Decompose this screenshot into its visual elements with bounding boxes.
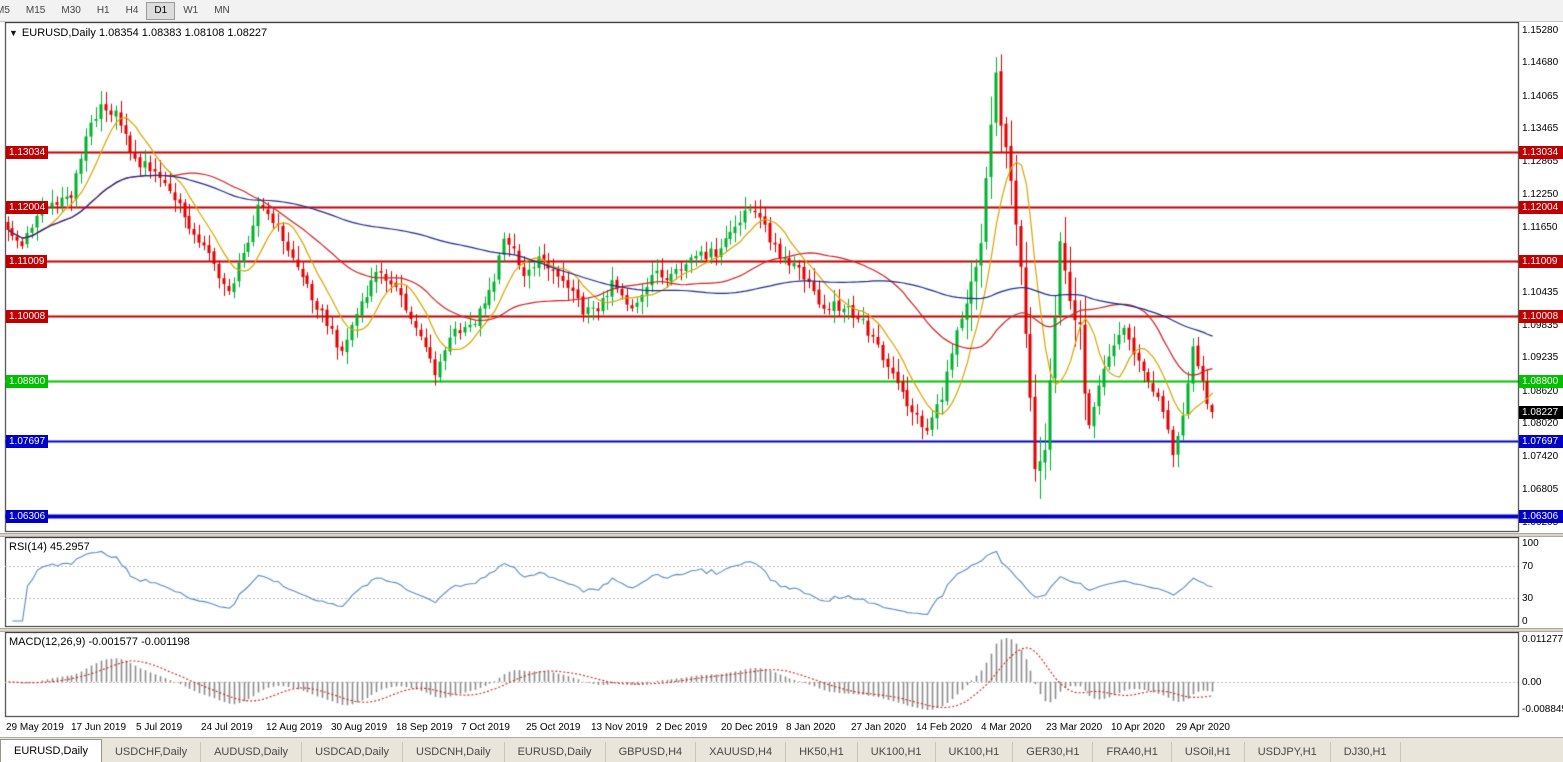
chart-tab-UK100-H1[interactable]: UK100,H1 <box>936 742 1014 762</box>
price-tick: 1.12250 <box>1522 189 1559 201</box>
price-line-badge: 1.10008 <box>6 310 49 323</box>
price-tick: 1.13465 <box>1522 123 1559 135</box>
macd-panel: MACD(12,26,9) -0.001577 -0.001198 0.0112… <box>0 632 1563 718</box>
date-label: 10 Apr 2020 <box>1111 722 1165 733</box>
date-label: 27 Jan 2020 <box>851 722 907 733</box>
date-label: 17 Jun 2019 <box>71 722 127 733</box>
price-line-badge: 1.11009 <box>1519 255 1563 268</box>
rsi-tick: 100 <box>1522 538 1539 549</box>
chart-tab-GER30-H1[interactable]: GER30,H1 <box>1013 742 1094 762</box>
chart-tab-DJ30-H1[interactable]: DJ30,H1 <box>1331 742 1401 762</box>
price-line-badge: 1.08800 <box>6 375 49 388</box>
date-label: 7 Oct 2019 <box>461 722 510 733</box>
rsi-label: RSI(14) 45.2957 <box>9 541 90 553</box>
date-label: 29 May 2019 <box>6 722 64 733</box>
chart-tab-HK50-H1[interactable]: HK50,H1 <box>786 742 858 762</box>
price-line-badge: 1.08800 <box>1519 375 1563 388</box>
date-label: 8 Jan 2020 <box>786 722 836 733</box>
timeframe-button-M15[interactable]: M15 <box>25 4 46 16</box>
date-label: 18 Sep 2019 <box>396 722 453 733</box>
rsi-tick: 70 <box>1522 561 1534 573</box>
chart-tab-USDCNH-Daily[interactable]: USDCNH,Daily <box>403 742 505 762</box>
macd-tick: 0.00 <box>1522 676 1542 688</box>
price-line-badge: 1.11009 <box>6 255 48 268</box>
timeframe-toolbar: M5 M15 M30 H1 H4 D1 W1 MN <box>0 0 1563 22</box>
rsi-panel: RSI(14) 45.2957 100 70 30 0 <box>0 537 1563 628</box>
symbol-dropdown-icon[interactable]: ▼ <box>9 28 18 38</box>
rsi-tick: 30 <box>1522 592 1534 604</box>
price-line-badge: 1.07697 <box>1519 435 1563 448</box>
macd-tick: -0.008845 <box>1522 704 1563 715</box>
time-axis[interactable]: 29 May 2019 17 Jun 2019 5 Jul 2019 24 Jul 2… <box>0 718 1563 737</box>
price-line-badge: 1.12004 <box>6 201 49 214</box>
price-tick: 1.14680 <box>1522 57 1559 69</box>
timeframe-buttons: M5 M15 M30 H1 H4 D1 W1 MN <box>0 1 238 20</box>
price-tick: 1.14065 <box>1522 90 1559 102</box>
price-tick: 1.15280 <box>1522 24 1559 36</box>
price-line-badge: 1.10008 <box>1519 310 1563 323</box>
price-line-badge: 1.12004 <box>1519 201 1563 214</box>
date-label: 2 Dec 2019 <box>656 722 708 733</box>
price-tick: 1.10435 <box>1522 287 1559 299</box>
price-tick: 1.09235 <box>1522 352 1559 364</box>
price-tick: 1.12865 <box>1522 155 1559 167</box>
chart-tab-UK100-H1[interactable]: UK100,H1 <box>858 742 936 762</box>
chart-tab-XAUUSD-H4[interactable]: XAUUSD,H4 <box>696 742 787 762</box>
date-label: 23 Mar 2020 <box>1046 722 1103 733</box>
date-label: 20 Dec 2019 <box>721 722 778 733</box>
chart-tab-USOil-H1[interactable]: USOil,H1 <box>1172 742 1245 762</box>
price-chart-canvas[interactable] <box>0 22 1563 533</box>
price-tick: 1.08620 <box>1522 385 1559 397</box>
timeframe-button-W1[interactable]: W1 <box>183 4 199 16</box>
timeframe-button-D1[interactable]: D1 <box>146 1 176 20</box>
price-tick: 1.08020 <box>1522 418 1559 430</box>
timeframe-button-MN[interactable]: MN <box>214 4 230 16</box>
macd-tick: 0.011277 <box>1522 634 1563 645</box>
price-line-badge: 1.07697 <box>6 435 49 448</box>
chart-tab-GBPUSD-H4[interactable]: GBPUSD,H4 <box>606 742 697 762</box>
chart-title: ▼ EURUSD,Daily 1.08354 1.08383 1.08108 1.… <box>9 27 267 39</box>
price-tick: 1.11650 <box>1522 221 1558 233</box>
rsi-chart-canvas[interactable] <box>0 537 1563 628</box>
date-label: 24 Jul 2019 <box>201 722 253 733</box>
date-label: 13 Nov 2019 <box>591 722 648 733</box>
timeframe-button-H1[interactable]: H1 <box>96 4 110 16</box>
chart-tab-EURUSD-Daily[interactable]: EURUSD,Daily <box>505 742 606 762</box>
chart-tab-AUDUSD-Daily[interactable]: AUDUSD,Daily <box>201 742 303 762</box>
date-label: 12 Aug 2019 <box>266 722 323 733</box>
price-line-badge: 1.06306 <box>6 510 49 523</box>
price-line-badge: 1.13034 <box>6 146 49 159</box>
chart-tab-USDCAD-Daily[interactable]: USDCAD,Daily <box>302 742 404 762</box>
date-label: 4 Mar 2020 <box>981 722 1032 733</box>
chart-tab-FRA40-H1[interactable]: FRA40,H1 <box>1093 742 1172 762</box>
timeframe-button-M5[interactable]: M5 <box>0 4 10 16</box>
current-price-badge: 1.08227 <box>1519 406 1563 419</box>
date-label: 30 Aug 2019 <box>331 722 388 733</box>
main-chart-panel: ▼ EURUSD,Daily 1.08354 1.08383 1.08108 1.… <box>0 22 1563 533</box>
price-tick: 1.09835 <box>1522 319 1559 331</box>
price-tick: 1.07420 <box>1522 450 1559 462</box>
date-label: 5 Jul 2019 <box>136 722 183 733</box>
chart-symbol: EURUSD,Daily <box>21 27 96 39</box>
rsi-tick: 0 <box>1522 616 1528 627</box>
chart-tab-USDCHF-Daily[interactable]: USDCHF,Daily <box>102 742 202 762</box>
chart-tabs-bar: EURUSD,Daily USDCHF,Daily AUDUSD,Daily USDC… <box>0 737 1563 762</box>
price-line-badge: 1.06306 <box>1519 510 1563 523</box>
panel-divider[interactable] <box>0 628 1563 632</box>
chart-ohlc-values: 1.08354 1.08383 1.08108 1.08227 <box>98 27 268 39</box>
macd-chart-canvas[interactable] <box>0 632 1563 718</box>
chart-tab-EURUSD-Daily[interactable]: EURUSD,Daily <box>0 739 102 762</box>
date-label: 29 Apr 2020 <box>1176 722 1230 733</box>
price-line-badge: 1.13034 <box>1519 146 1563 159</box>
date-label: 14 Feb 2020 <box>916 722 973 733</box>
timeframe-button-H4[interactable]: H4 <box>125 4 139 16</box>
chart-tab-USDJPY-H1[interactable]: USDJPY,H1 <box>1245 742 1331 762</box>
date-label: 25 Oct 2019 <box>526 722 581 733</box>
panel-divider[interactable] <box>0 533 1563 537</box>
price-tick: 1.06805 <box>1522 484 1559 496</box>
timeframe-button-M30[interactable]: M30 <box>61 4 81 16</box>
macd-label: MACD(12,26,9) -0.001577 -0.001198 <box>9 636 190 648</box>
